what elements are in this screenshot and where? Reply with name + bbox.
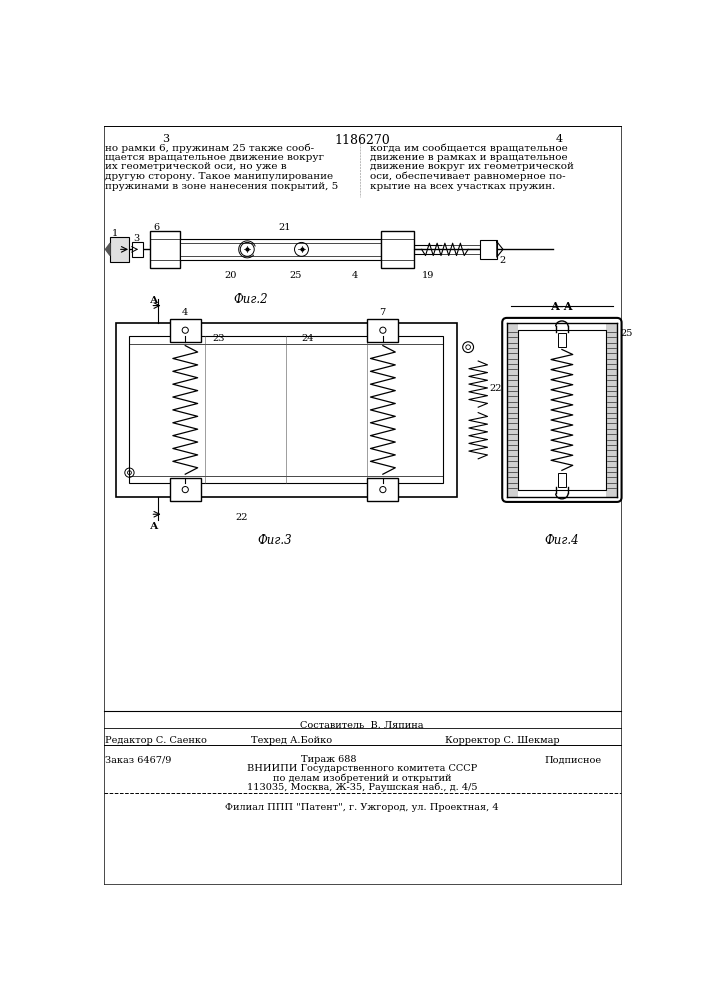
Bar (110, 237, 129, 262)
Text: 7: 7 (379, 308, 385, 317)
Text: А: А (150, 296, 158, 305)
Bar (518, 330, 606, 490)
Text: 4: 4 (182, 308, 187, 317)
Text: Составитель  В. Ляпина: Составитель В. Ляпина (300, 721, 423, 730)
Text: пружинами в зоне нанесения покрытий, 5: пружинами в зоне нанесения покрытий, 5 (105, 182, 339, 191)
Text: 23: 23 (212, 334, 225, 343)
Bar (606, 323, 617, 497)
Text: 22: 22 (490, 384, 503, 393)
Text: движение вокруг их геометрической: движение вокруг их геометрической (370, 162, 573, 171)
Text: 6: 6 (153, 223, 160, 232)
Text: А: А (150, 522, 158, 531)
Text: 1186270: 1186270 (334, 134, 390, 147)
Text: 20: 20 (224, 271, 236, 280)
Text: Техред А.Бойко: Техред А.Бойко (251, 736, 332, 745)
Bar (170, 478, 201, 501)
Text: 2: 2 (499, 256, 506, 265)
Bar (558, 473, 566, 487)
Text: Фиг.3: Фиг.3 (257, 534, 292, 547)
Text: 4: 4 (352, 271, 358, 280)
Text: другую сторону. Такое манипулирование: другую сторону. Такое манипулирование (105, 172, 334, 181)
Bar (132, 242, 143, 257)
Text: ВНИИПИ Государственного комитета СССР: ВНИИПИ Государственного комитета СССР (247, 764, 477, 773)
Text: Филиал ППП "Патент", г. Ужгород, ул. Проектная, 4: Филиал ППП "Патент", г. Ужгород, ул. Про… (225, 803, 498, 812)
Text: 1: 1 (112, 229, 118, 238)
Text: Корректор С. Шекмар: Корректор С. Шекмар (445, 736, 559, 745)
Bar (558, 333, 566, 347)
Text: их геометрической оси, но уже в: их геометрической оси, но уже в (105, 162, 287, 171)
Polygon shape (105, 243, 110, 256)
Bar (129, 336, 443, 483)
Text: движение в рамках и вращательное: движение в рамках и вращательное (370, 153, 567, 162)
Text: Фиг.2: Фиг.2 (234, 293, 269, 306)
Text: Заказ 6467/9: Заказ 6467/9 (105, 755, 172, 764)
Text: когда им сообщается вращательное: когда им сообщается вращательное (370, 143, 568, 153)
Bar (368, 478, 398, 501)
Text: Редактор С. Саенко: Редактор С. Саенко (105, 736, 207, 745)
Text: крытие на всех участках пружин.: крытие на всех участках пружин. (370, 182, 555, 191)
Text: 4: 4 (555, 134, 562, 144)
Text: 21: 21 (279, 223, 291, 232)
Text: 25: 25 (290, 271, 303, 280)
Text: оси, обеспечивает равномерное по-: оси, обеспечивает равномерное по- (370, 172, 566, 181)
Text: Подписное: Подписное (544, 755, 601, 764)
Bar (180, 239, 381, 260)
Bar (115, 323, 457, 497)
Text: 113035, Москва, Ж-35, Раушская наб., д. 4/5: 113035, Москва, Ж-35, Раушская наб., д. … (247, 783, 477, 792)
Bar (170, 319, 201, 342)
Text: Фиг.4: Фиг.4 (544, 534, 579, 547)
Bar (151, 231, 180, 268)
Bar (480, 240, 497, 259)
Bar (507, 323, 518, 497)
Text: 3: 3 (134, 234, 139, 243)
Text: 25: 25 (620, 329, 632, 338)
Text: 3: 3 (163, 134, 170, 144)
Text: Тираж 688: Тираж 688 (301, 755, 356, 764)
Text: щается вращательное движение вокруг: щается вращательное движение вокруг (105, 153, 325, 162)
Text: но рамки 6, пружинам 25 также сооб-: но рамки 6, пружинам 25 также сооб- (105, 143, 315, 153)
Bar (368, 319, 398, 342)
Text: А-А: А-А (551, 301, 573, 312)
Text: 22: 22 (235, 513, 248, 522)
Text: 19: 19 (421, 271, 434, 280)
Bar (381, 231, 414, 268)
Text: по делам изобретений и открытий: по делам изобретений и открытий (273, 774, 451, 783)
Text: 24: 24 (301, 334, 314, 343)
